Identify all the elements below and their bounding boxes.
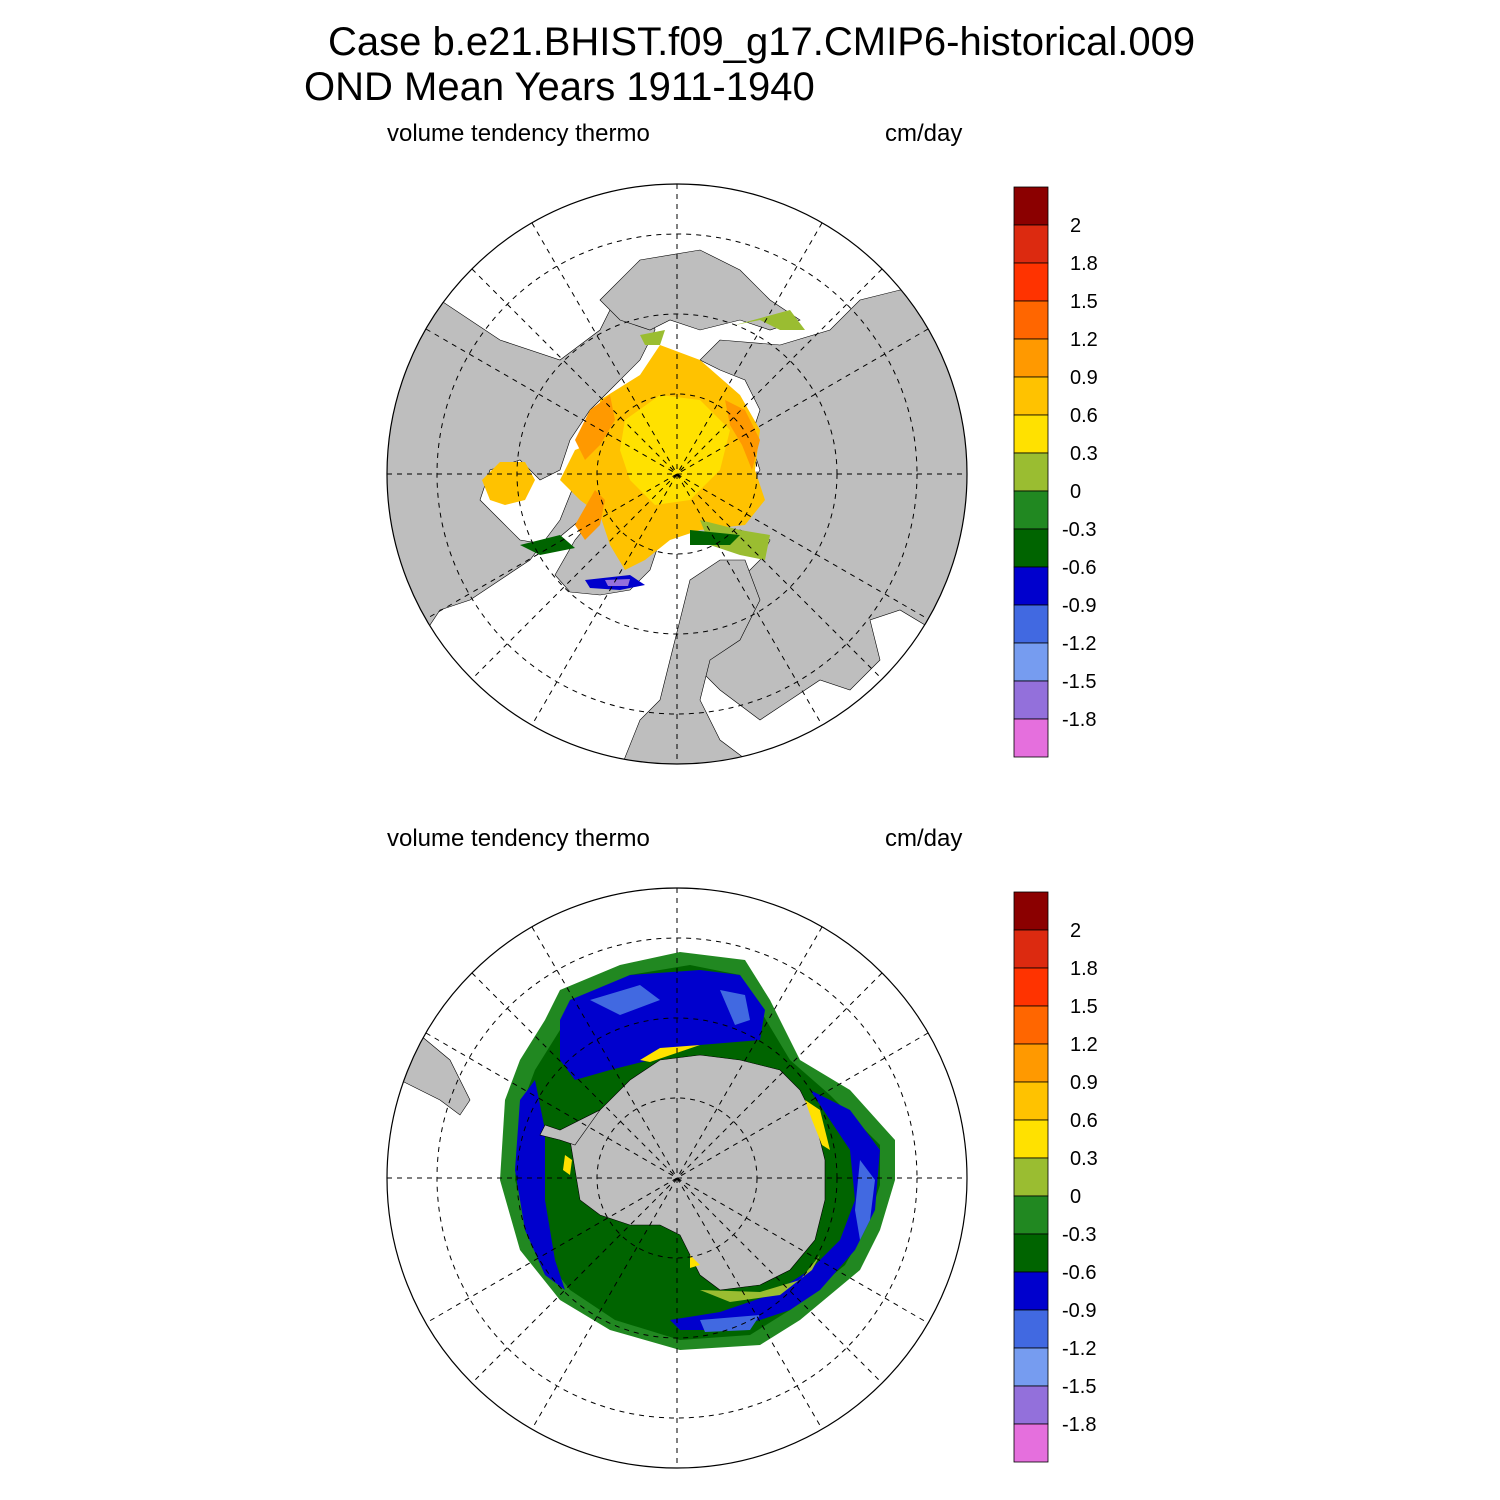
south-colorbar-tick-label: -1.2 (1062, 1338, 1096, 1360)
north-colorbar-swatch (1013, 528, 1049, 568)
south-colorbar-swatch (1013, 1005, 1049, 1045)
plot-title-line-2: OND Mean Years 1911-1940 (304, 65, 815, 109)
north-landmass-europe (619, 559, 761, 764)
north-colorbar-swatch (1013, 490, 1049, 530)
south-colorbar: 2 1.8 1.5 1.2 0.9 0.6 0.3 0 -0.3 -0.6 -0.9 -1.2 -1.5… (1013, 891, 1098, 1463)
south-colorbar-swatch (1013, 1081, 1049, 1121)
north-colorbar-swatch (1013, 452, 1049, 492)
south-colorbar-tick-label: -0.9 (1062, 1300, 1096, 1322)
south-colorbar-swatch (1013, 1157, 1049, 1197)
south-colorbar-tick-label: 1.8 (1070, 958, 1098, 980)
north-ice-field-negative-purple (605, 579, 630, 586)
south-colorbar-tick-label: 2 (1070, 920, 1081, 942)
north-colorbar-tick-label: 1.5 (1070, 291, 1098, 313)
south-colorbar-swatch (1013, 1271, 1049, 1311)
north-colorbar-swatch (1013, 604, 1049, 644)
south-colorbar-swatch (1013, 1043, 1049, 1083)
north-colorbar-swatch (1013, 414, 1049, 454)
north-colorbar-tick-label: -1.8 (1062, 709, 1096, 731)
north-colorbar-swatch (1013, 566, 1049, 606)
north-colorbar-tick-label: 1.8 (1070, 253, 1098, 275)
south-colorbar-swatch (1013, 1195, 1049, 1235)
north-colorbar: 2 1.8 1.5 1.2 0.9 0.6 0.3 0 -0.3 -0.6 -0.9 -1.2 -1.5… (1013, 186, 1098, 758)
south-colorbar-swatch (1013, 1233, 1049, 1273)
north-colorbar-swatch (1013, 300, 1049, 340)
north-colorbar-swatch (1013, 718, 1049, 758)
south-colorbar-swatch (1013, 1309, 1049, 1349)
north-graticule (387, 184, 967, 764)
south-colorbar-tick-label: 0.6 (1070, 1110, 1098, 1132)
south-landmass-antarctic-peninsula (539, 1109, 601, 1146)
south-ice-field-coastal-green (700, 1255, 820, 1302)
south-colorbar-swatch (1013, 1423, 1049, 1463)
south-colorbar-swatch (1013, 967, 1049, 1007)
north-colorbar-swatch (1013, 642, 1049, 682)
north-landmass-alaska (599, 249, 801, 331)
south-colorbar-tick-label: 0.9 (1070, 1072, 1098, 1094)
south-polar-map (386, 887, 968, 1469)
south-colorbar-tick-label: -1.5 (1062, 1376, 1096, 1398)
south-field-layer (387, 952, 895, 1350)
north-ice-field-hudson-bay (482, 462, 535, 505)
south-colorbar-swatch (1013, 929, 1049, 969)
south-colorbar-tick-label: 0.3 (1070, 1148, 1098, 1170)
south-colorbar-tick-label: -1.8 (1062, 1414, 1096, 1436)
north-ice-field-edge-darkgreen (520, 530, 740, 555)
south-ice-field-blue-indian (670, 1090, 880, 1330)
north-land-layer (387, 249, 967, 764)
north-polar-map (386, 183, 968, 765)
north-panel-units-label: cm/day (885, 120, 963, 147)
north-colorbar-swatch (1013, 376, 1049, 416)
north-colorbar-tick-label: -0.6 (1062, 557, 1096, 579)
south-colorbar-swatch (1013, 1347, 1049, 1387)
north-panel-variable-label: volume tendency thermo (387, 120, 650, 147)
north-colorbar-tick-label: 0.9 (1070, 367, 1098, 389)
north-colorbar-tick-label: 1.2 (1070, 329, 1098, 351)
plot-title-line-1: Case b.e21.BHIST.f09_g17.CMIP6-historica… (328, 20, 1196, 64)
south-colorbar-tick-label: 1.5 (1070, 996, 1098, 1018)
north-colorbar-swatch (1013, 262, 1049, 302)
south-colorbar-swatch (1013, 1385, 1049, 1425)
north-ice-field-edge-green (640, 310, 805, 560)
south-ice-field-blue-pacific (515, 1080, 565, 1290)
south-map-boundary (386, 887, 968, 1469)
south-colorbar-swatch (1013, 891, 1049, 931)
north-colorbar-swatch (1013, 338, 1049, 378)
north-map-boundary (386, 183, 968, 765)
south-panel-variable-label: volume tendency thermo (387, 825, 650, 852)
north-colorbar-tick-label: 2 (1070, 215, 1081, 237)
north-colorbar-tick-label: 0 (1070, 481, 1081, 503)
north-colorbar-tick-label: 0.3 (1070, 443, 1098, 465)
south-colorbar-tick-label: 1.2 (1070, 1034, 1098, 1056)
south-landmass-antarctica (569, 1054, 826, 1291)
north-colorbar-swatch (1013, 224, 1049, 264)
north-colorbar-tick-label: -1.2 (1062, 633, 1096, 655)
south-colorbar-tick-label: -0.6 (1062, 1262, 1096, 1284)
north-colorbar-tick-label: 0.6 (1070, 405, 1098, 427)
north-colorbar-swatch (1013, 186, 1049, 226)
south-colorbar-tick-label: 0 (1070, 1186, 1081, 1208)
north-colorbar-tick-label: -0.9 (1062, 595, 1096, 617)
north-colorbar-tick-label: -1.5 (1062, 671, 1096, 693)
south-colorbar-swatch (1013, 1119, 1049, 1159)
north-ice-field-0.6-0.9 (575, 395, 760, 540)
south-graticule (387, 888, 967, 1468)
north-colorbar-swatch (1013, 680, 1049, 720)
south-panel-units-label: cm/day (885, 825, 963, 852)
south-colorbar-tick-label: -0.3 (1062, 1224, 1096, 1246)
north-colorbar-tick-label: -0.3 (1062, 519, 1096, 541)
